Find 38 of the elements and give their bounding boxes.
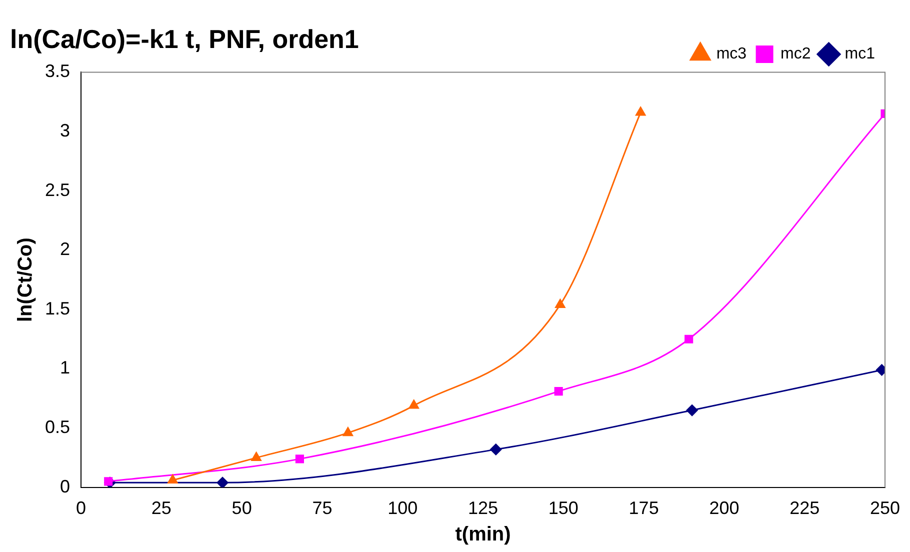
y-tick-label: 3.5 (44, 61, 70, 82)
y-tick-label: 2 (60, 239, 70, 260)
y-axis-title: ln(Ct/Co) (14, 238, 37, 322)
x-tick-label: 75 (312, 498, 332, 518)
point (684, 334, 694, 344)
point (490, 444, 502, 456)
point (686, 404, 698, 416)
x-tick-label: 250 (870, 498, 900, 518)
x-tick-label: 225 (790, 498, 820, 518)
x-tick-label: 200 (709, 498, 740, 518)
x-tick-label: 100 (388, 498, 418, 518)
legend-label: mc3 (716, 46, 747, 63)
point (408, 400, 419, 409)
point (251, 452, 262, 461)
x-axis-title: t(min) (455, 524, 511, 546)
point (636, 106, 646, 116)
y-tick-label: 3 (60, 120, 70, 140)
y-tick-label: 1 (60, 358, 70, 378)
y-tick-label: 0.5 (44, 417, 70, 438)
x-tick-label: 150 (548, 498, 578, 518)
legend-label: mc2 (780, 46, 811, 63)
x-tick-label: 0 (76, 498, 86, 518)
x-tick-label: 25 (151, 498, 172, 518)
x-tick-label: 175 (628, 498, 659, 518)
y-tick-label: 1.5 (44, 298, 70, 318)
y-tick-label: 2.5 (44, 180, 70, 200)
legend-label: mc1 (844, 46, 876, 63)
point (295, 454, 304, 464)
point (342, 427, 354, 436)
x-tick-label: 50 (232, 498, 252, 518)
point (104, 477, 113, 486)
x-tick-label: 125 (468, 498, 498, 518)
point (555, 298, 566, 308)
point (216, 476, 228, 488)
point (168, 474, 178, 484)
chart-title: ln(Ca/Co)=-k1 t, PNF, orden1 (10, 24, 359, 54)
y-tick-label: 0 (60, 476, 70, 496)
point (554, 387, 563, 396)
